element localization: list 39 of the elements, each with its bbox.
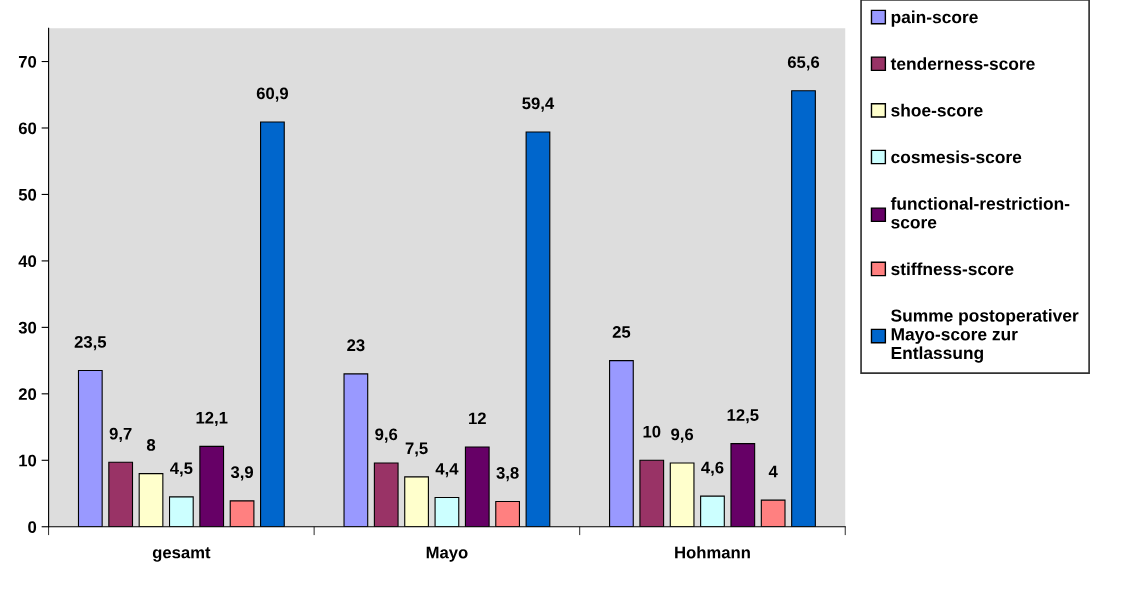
legend-label: Summe postoperativer Mayo-score zur Entlassung — [891, 308, 1079, 363]
data-label: 12,1 — [196, 411, 228, 427]
y-tick-label: 70 — [18, 55, 37, 68]
data-label: 4,5 — [170, 462, 193, 477]
y-tick-label: 50 — [18, 188, 37, 201]
y-tick-label: 20 — [18, 388, 37, 401]
data-label: 9,7 — [109, 427, 132, 442]
data-label: 23 — [347, 339, 365, 352]
legend-label: stiffness-score — [891, 262, 1014, 276]
data-label: 9,6 — [375, 428, 398, 443]
data-label: 7,5 — [405, 442, 428, 457]
data-label: 60,9 — [256, 87, 289, 102]
legend-label: cosmesis-score — [891, 150, 1022, 164]
y-tick-label: 10 — [19, 454, 37, 467]
data-label: 10 — [643, 425, 661, 438]
x-tick-label: Hohmann — [675, 546, 750, 559]
legend-label: pain-score — [891, 10, 978, 27]
data-label: 4,6 — [701, 461, 724, 476]
legend-label: shoe-score — [891, 103, 983, 117]
y-tick-label: 60 — [18, 122, 37, 135]
data-label: 12,5 — [727, 409, 759, 424]
data-label: 23,5 — [74, 336, 107, 351]
legend-label: functional-restriction- score — [890, 197, 1070, 229]
data-label: 4,4 — [435, 463, 459, 478]
data-label: 12 — [469, 412, 486, 425]
x-tick-label: gesamt — [152, 547, 211, 562]
data-label: 3,8 — [496, 466, 519, 482]
legend-label: tenderness-score — [890, 57, 1035, 70]
data-label: 8 — [146, 439, 156, 451]
data-label: 9,6 — [671, 428, 694, 443]
y-tick-label: 30 — [18, 321, 37, 334]
x-tick-label: Mayo — [426, 546, 468, 562]
data-label: 3,9 — [230, 466, 254, 481]
data-label: 65,6 — [787, 56, 820, 71]
y-tick-label: 40 — [18, 255, 37, 268]
data-label: 25 — [612, 326, 631, 338]
data-label: 59,4 — [522, 97, 555, 112]
data-label: 4 — [768, 465, 778, 478]
y-tick-label: 0 — [28, 521, 37, 533]
